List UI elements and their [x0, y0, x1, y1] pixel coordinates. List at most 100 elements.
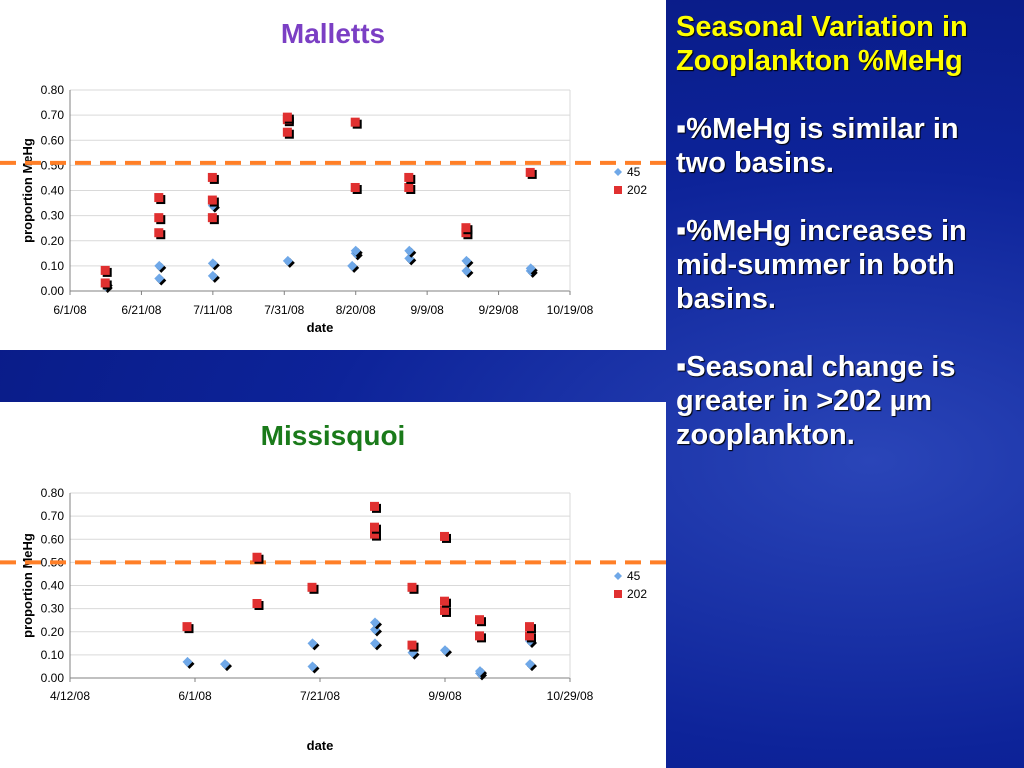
data-point-202 [370, 522, 379, 532]
y-tick-label: 0.00 [41, 284, 65, 298]
data-point-202 [252, 599, 262, 608]
x-tick-label: 10/19/08 [547, 303, 594, 317]
x-tick-label: 7/11/08 [193, 303, 232, 317]
data-point-202 [475, 631, 484, 641]
bullet-similar: ▪%MeHg is similar in two basins. [676, 113, 959, 179]
y-tick-label: 0.40 [41, 579, 65, 593]
y-tick-label: 0.80 [41, 83, 65, 97]
legend-label: 45 [627, 165, 641, 179]
missisquoi-chart-title: Missisquoi [260, 420, 406, 451]
y-tick-label: 0.80 [41, 486, 65, 500]
x-tick-label: 8/20/08 [336, 303, 376, 317]
data-point-202 [154, 228, 164, 238]
data-point-202 [407, 582, 417, 592]
data-point-202 [307, 582, 317, 592]
data-point-202 [475, 615, 484, 625]
data-point-202 [404, 172, 414, 182]
data-point-202 [440, 596, 449, 606]
data-point-45 [404, 245, 415, 256]
data-point-45 [525, 263, 536, 274]
slide-text: Seasonal Variation in Zooplankton %MeHg … [676, 10, 1016, 486]
bullet-increase: ▪%MeHg increases in mid-summer in both b… [676, 215, 967, 315]
data-point-202 [440, 531, 449, 541]
y-tick-label: 0.10 [41, 259, 65, 273]
y-tick-label: 0.60 [41, 532, 65, 546]
x-tick-label: 9/9/08 [428, 689, 462, 703]
legend-marker-202 [614, 590, 622, 598]
x-tick-label: 6/1/08 [53, 303, 87, 317]
x-axis-label: date [307, 320, 334, 335]
y-tick-label: 0.00 [41, 671, 65, 685]
y-tick-label: 0.70 [41, 509, 65, 523]
x-tick-label: 6/1/08 [178, 689, 212, 703]
bullet-seasonal-change: ▪Seasonal change is greater in >202 µm z… [676, 351, 956, 451]
data-point-45 [525, 659, 535, 670]
data-point-45 [207, 270, 218, 281]
data-point-202 [182, 622, 192, 632]
y-tick-label: 0.30 [41, 602, 65, 616]
data-point-202 [440, 605, 449, 615]
x-tick-label: 7/31/08 [264, 303, 304, 317]
data-point-45 [350, 245, 361, 256]
data-point-45 [461, 265, 472, 276]
data-point-45 [370, 638, 380, 649]
legend-label: 202 [627, 587, 647, 601]
data-point-45 [347, 260, 358, 271]
data-point-45 [307, 638, 318, 649]
data-point-202 [525, 167, 535, 177]
data-point-202 [461, 223, 471, 233]
data-point-45 [207, 258, 218, 269]
x-tick-label: 9/9/08 [410, 303, 444, 317]
data-point-45 [154, 260, 165, 271]
y-tick-label: 0.20 [41, 625, 65, 639]
data-point-45 [307, 661, 318, 672]
data-point-202 [282, 112, 292, 122]
y-tick-label: 0.20 [41, 234, 65, 248]
malletts-chart-title: Malletts [280, 18, 386, 49]
legend-label: 202 [627, 183, 647, 197]
y-tick-label: 0.50 [41, 158, 65, 172]
data-point-202 [154, 193, 164, 203]
x-tick-label: 9/29/08 [479, 303, 519, 317]
data-point-202 [154, 213, 164, 223]
data-point-45 [475, 666, 485, 677]
data-point-202 [207, 213, 217, 223]
data-point-202 [525, 631, 534, 641]
data-point-45 [282, 255, 293, 266]
y-axis-label: proportion MeHg [20, 138, 35, 243]
data-point-202 [525, 622, 534, 632]
data-point-202 [370, 529, 379, 539]
missisquoi-chart: 0.000.100.200.300.400.500.600.700.804/12… [0, 486, 666, 753]
missisquoi-chart-panel: Missisquoi 0.000.100.200.300.400.500.600… [0, 402, 666, 768]
legend-marker-202 [614, 186, 622, 194]
data-point-202 [207, 195, 217, 205]
data-point-45 [440, 645, 450, 656]
data-point-202 [407, 640, 417, 650]
y-tick-label: 0.60 [41, 133, 65, 147]
data-point-202 [282, 127, 292, 137]
data-point-202 [370, 501, 379, 511]
y-tick-label: 0.10 [41, 648, 65, 662]
x-tick-label: 4/12/08 [50, 689, 90, 703]
legend-marker-45 [614, 572, 622, 580]
x-axis-label: date [307, 738, 334, 753]
data-point-45 [154, 273, 165, 284]
y-axis-label: proportion MeHg [20, 533, 35, 638]
slide-heading: Seasonal Variation in Zooplankton %MeHg [676, 11, 968, 77]
malletts-chart-panel: Malletts 0.00 0.10 0.20 0.30 0.40 0.50 0.60 0.7… [0, 0, 666, 350]
data-point-202 [100, 278, 110, 288]
data-point-45 [220, 659, 230, 670]
malletts-chart: 0.00 0.10 0.20 0.30 0.40 0.50 0.60 0.70 0.80 6/1/… [0, 83, 666, 335]
data-point-45 [370, 617, 380, 628]
data-point-202 [207, 172, 217, 182]
data-point-45 [461, 255, 472, 266]
data-point-45 [182, 656, 193, 667]
legend-label: 45 [627, 569, 641, 583]
x-tick-label: 6/21/08 [121, 303, 161, 317]
y-tick-label: 0.70 [41, 108, 65, 122]
data-point-202 [350, 117, 360, 127]
data-point-202 [350, 182, 360, 192]
y-tick-label: 0.30 [41, 209, 65, 223]
legend-marker-45 [614, 168, 622, 176]
y-tick-label: 0.40 [41, 184, 65, 198]
